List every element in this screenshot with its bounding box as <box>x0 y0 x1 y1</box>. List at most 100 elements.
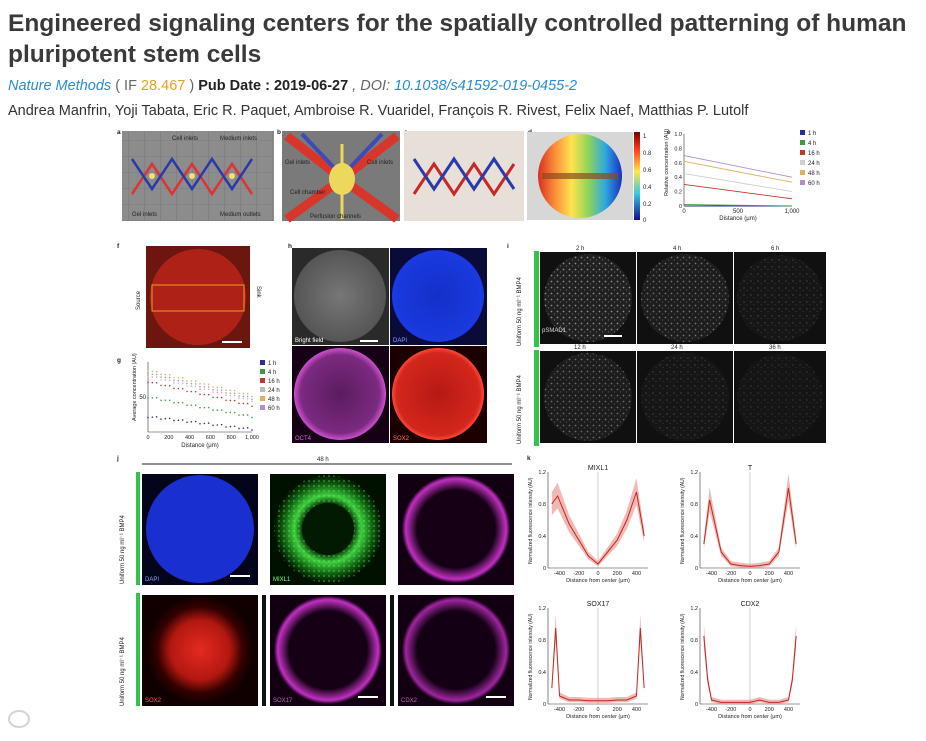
k-xtick-label: 0 <box>596 707 599 713</box>
g-series-point <box>194 404 197 406</box>
g-series-point <box>251 395 253 398</box>
e-series-line <box>683 183 793 200</box>
g-legend-swatch <box>260 360 265 365</box>
g-series-point <box>216 409 219 411</box>
g-series-point <box>216 391 219 394</box>
e-series-line <box>683 204 793 207</box>
g-series-point <box>251 400 253 403</box>
panel-a-label-2: Medium inlets <box>220 136 257 142</box>
g-series-point <box>177 379 180 382</box>
g-series-point <box>212 391 214 393</box>
g-series-point <box>194 380 197 382</box>
g-series-point <box>160 384 162 387</box>
g-series-point <box>155 373 158 376</box>
g-series-point <box>147 397 149 399</box>
k-xlabel: Distance from center (μm) <box>718 714 782 720</box>
g-series-point <box>199 406 201 409</box>
g-series-point <box>251 405 253 408</box>
panel-i-time-4: 12 h <box>574 345 586 351</box>
g-series-point <box>212 409 214 411</box>
g-legend-swatch <box>260 369 265 374</box>
g-legend-label: 24 h <box>268 388 280 394</box>
g-series-point <box>238 392 240 395</box>
g-series-point <box>177 382 180 384</box>
k-ytick-label: 1.2 <box>690 606 698 612</box>
g-series-point <box>233 389 236 392</box>
g-series-point <box>199 385 201 388</box>
panel-i-time-3: 6 h <box>771 246 779 252</box>
doi-link[interactable]: 10.1038/s41592-019-0455-2 <box>394 78 578 94</box>
panel-j-label-3: SOX2 <box>145 698 162 704</box>
g-series-point <box>242 414 245 416</box>
k-xtick-label: -200 <box>573 707 584 713</box>
k-subplot-title: CDX2 <box>741 601 760 608</box>
panel-f-sink: Sink <box>255 286 261 299</box>
g-series-point <box>242 397 245 400</box>
g-series-point <box>160 399 162 402</box>
g-series-point <box>151 376 154 378</box>
if-prefix: ( IF <box>115 78 137 94</box>
k-xtick-label: 0 <box>748 571 751 577</box>
g-series-point <box>220 389 223 392</box>
panel-b-label-3: Cell chamber <box>290 190 325 196</box>
impact-factor: 28.467 <box>140 78 186 94</box>
g-series-point <box>203 406 206 409</box>
g-series-point <box>173 382 175 384</box>
k-xtick-label: -400 <box>554 707 565 713</box>
g-series-point <box>207 422 210 424</box>
g-legend-label: 1 h <box>268 361 276 367</box>
g-series-point <box>216 389 219 391</box>
k-ytick-label: 0.4 <box>690 534 698 540</box>
panel-j-row-label-1: Uniform 50 ng ml⁻¹ BMP4 <box>120 514 126 584</box>
g-series-point <box>155 381 158 384</box>
e-series-line <box>683 173 793 193</box>
g-legend-label: 16 h <box>268 379 280 385</box>
k-subplot-title: SOX17 <box>587 601 610 608</box>
g-series-point <box>173 376 175 379</box>
g-series-point <box>242 427 245 429</box>
g-series-point <box>246 395 249 398</box>
panel-f-source: Source <box>136 290 142 310</box>
k-ytick-label: 0 <box>543 566 546 572</box>
k-ytick-label: 0.8 <box>690 638 698 644</box>
k-ylabel: Normalized fluorescence intensity (AU) <box>680 477 686 564</box>
e-ytick-label: 0.8 <box>674 146 682 152</box>
panel-g-letter: g <box>117 357 121 364</box>
panel-i-letter: i <box>507 243 509 250</box>
figure-image: a Cell inlets Medium inlets Gel inlets M… <box>112 124 826 736</box>
g-series-point <box>220 386 223 389</box>
panel-i-marker: pSMAD1 <box>542 328 567 334</box>
g-series-point <box>194 385 197 388</box>
g-series-point <box>160 418 162 420</box>
panel-i-row-label-2: Uniform 50 ng ml⁻¹ BMP4 <box>517 374 523 444</box>
g-series-point <box>151 381 154 384</box>
g-series-point <box>216 386 219 389</box>
e-xtick-label: 0 <box>682 209 686 215</box>
k-xtick-label: 400 <box>784 571 793 577</box>
k-xlabel: Distance from center (μm) <box>718 578 782 584</box>
g-series-point <box>199 383 201 385</box>
g-series-point <box>207 383 210 386</box>
g-series-point <box>173 401 175 404</box>
g-series-point <box>203 422 206 425</box>
panel-a-label-3: Gel inlets <box>132 212 157 218</box>
k-xtick-label: -200 <box>725 571 736 577</box>
g-series-point <box>225 399 227 402</box>
article-title[interactable]: Engineered signaling centers for the spa… <box>8 10 907 68</box>
g-series-point <box>233 411 236 414</box>
g-series-point <box>207 388 210 391</box>
g-xlabel: Distance (μm) <box>181 443 218 449</box>
k-series-line <box>703 487 797 567</box>
panel-h-label-2: DAPI <box>393 338 407 344</box>
g-series-point <box>246 397 249 400</box>
e-ytick-label: 0.4 <box>674 175 682 181</box>
g-series-point <box>229 399 232 402</box>
panel-i-row-label-1: Uniform 50 ng ml⁻¹ BMP4 <box>517 276 523 346</box>
journal-link[interactable]: Nature Methods <box>8 78 112 94</box>
k-xtick-label: 200 <box>613 571 622 577</box>
colorbar-tick-3: 0.6 <box>643 168 652 174</box>
g-series-point <box>194 383 197 385</box>
g-xtick-label: 800 <box>227 435 236 441</box>
watermark-icon <box>8 710 30 728</box>
g-series-point <box>151 370 154 373</box>
